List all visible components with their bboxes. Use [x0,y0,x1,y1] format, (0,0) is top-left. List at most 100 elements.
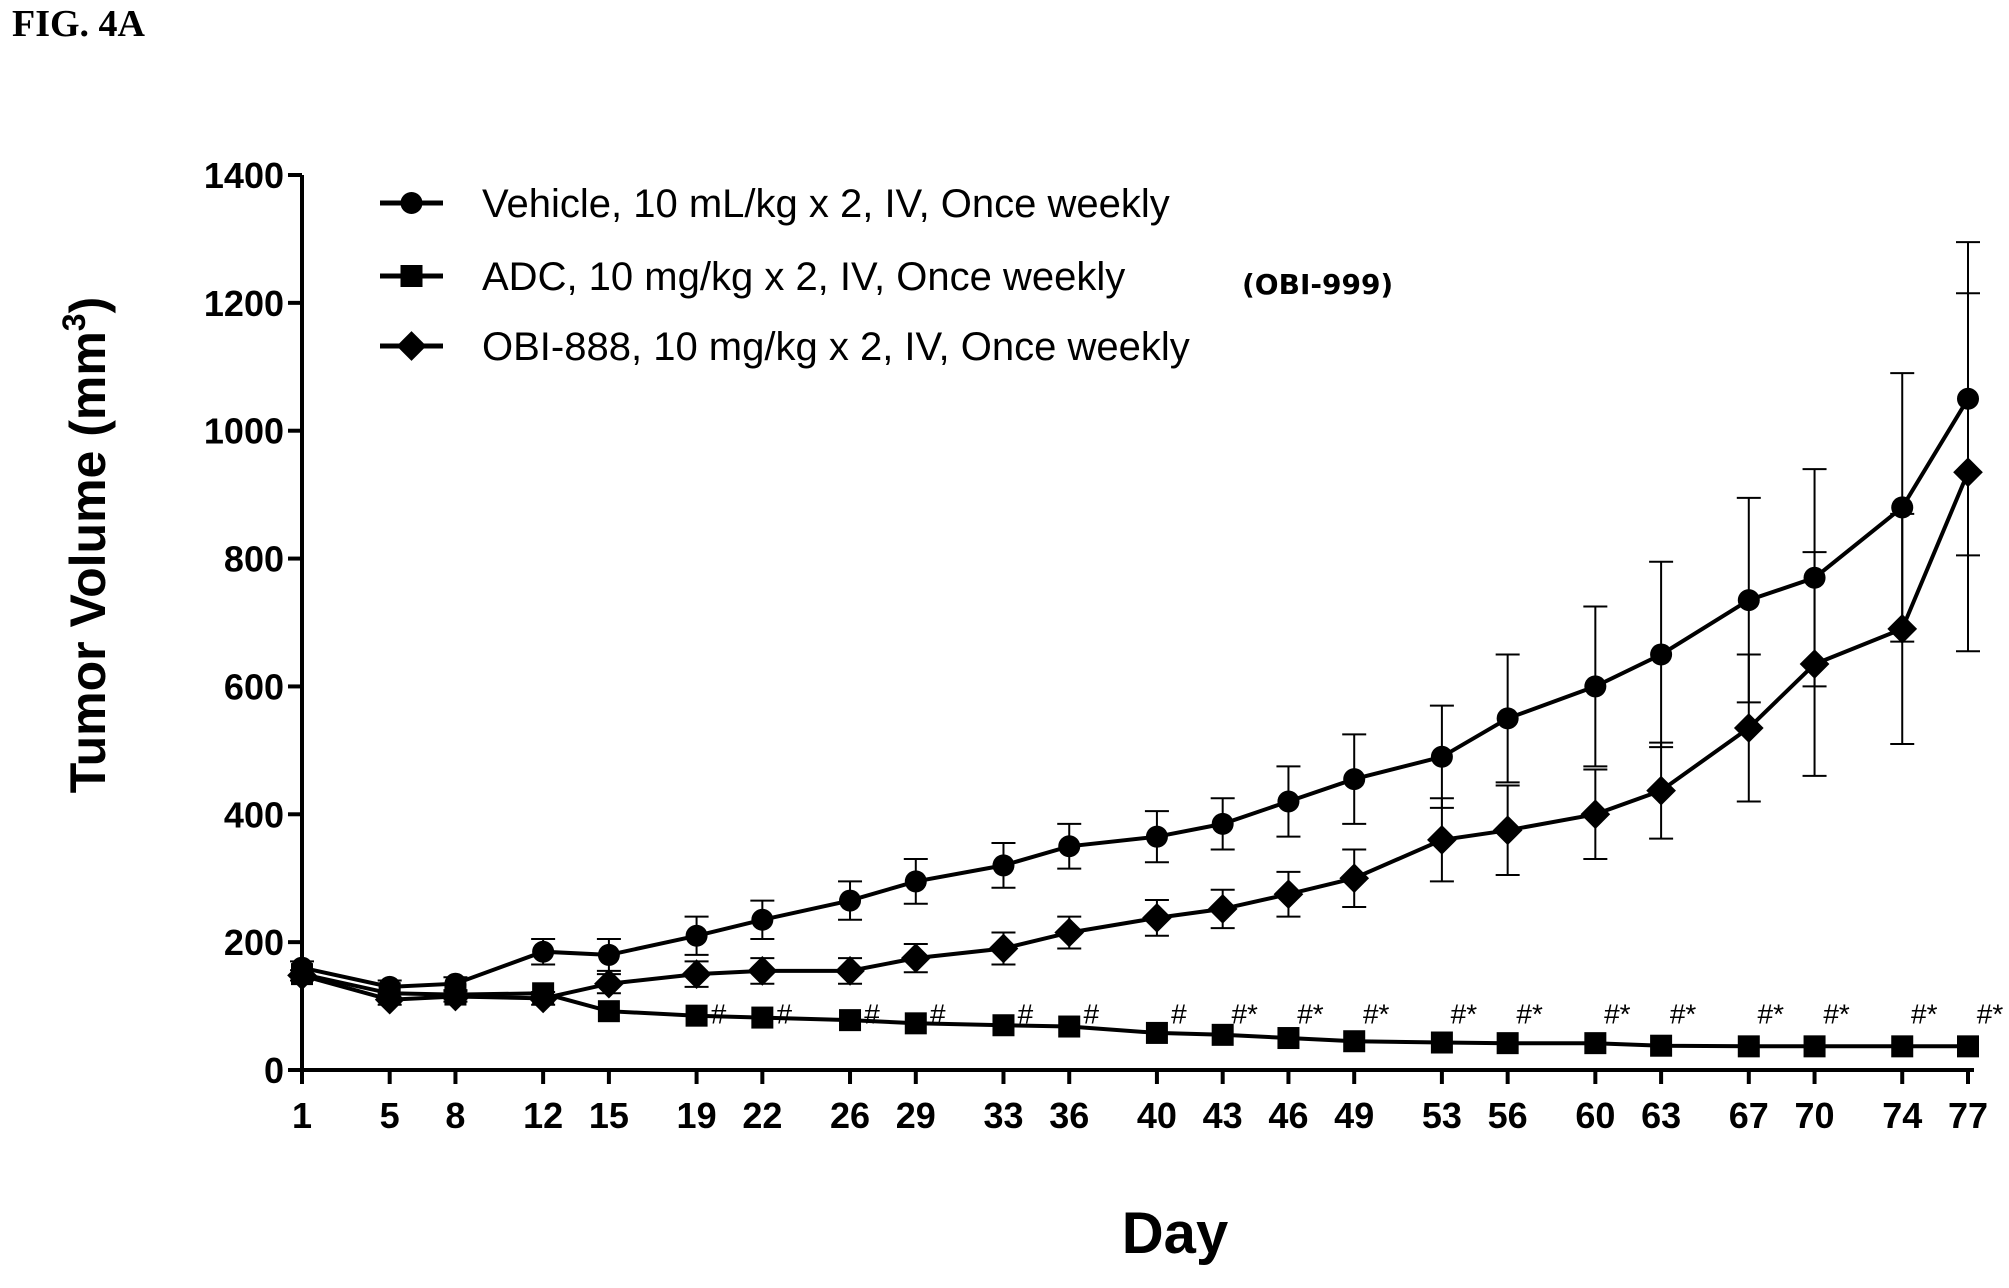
legend-label: ADC, 10 mg/kg x 2, IV, Once weekly [482,255,1125,299]
data-point-diamond [1339,863,1370,894]
x-tick-label: 33 [983,1095,1023,1136]
data-point-circle [992,854,1015,877]
data-point-circle [1737,589,1760,612]
data-point-diamond [1142,903,1172,933]
significance-annotation: #* [1297,999,1324,1030]
data-point-square [904,1012,927,1035]
data-point-diamond [1887,614,1918,644]
data-point-square [597,1000,620,1023]
data-point-square [1891,1035,1914,1058]
data-point-circle [685,924,708,947]
data-point-diamond [681,959,712,989]
data-point-circle [1211,812,1234,835]
data-point-diamond [988,933,1019,964]
data-point-diamond [1427,825,1457,855]
x-tick-label: 29 [896,1095,936,1136]
series-line-circle [301,397,1970,989]
significance-annotation: #* [1670,999,1697,1030]
y-axis-title: Tumor Volume (mm3) [56,297,116,794]
data-point-diamond [1799,649,1830,679]
data-point-square [1277,1027,1300,1050]
x-tick-label: 46 [1268,1095,1308,1136]
series-line-diamond [301,471,1970,1002]
legend-marker-circle [400,192,423,214]
legend-label: OBI-888, 10 mg/kg x 2, IV, Once weekly [482,325,1190,369]
y-tick-label: 1200 [204,283,284,324]
x-tick-label: 60 [1575,1095,1615,1136]
x-tick-label: 77 [1948,1095,1988,1136]
x-tick-label: 67 [1729,1095,1769,1136]
x-axis-title: Day [1122,1201,1228,1266]
x-tick-label: 8 [445,1095,465,1136]
significance-annotation: #* [1604,999,1631,1030]
data-point-square [1496,1032,1519,1055]
x-tick-label: 49 [1334,1095,1374,1136]
x-tick-label: 74 [1882,1095,1922,1136]
data-point-diamond [1580,799,1611,830]
y-tick-label: 600 [224,666,284,707]
data-point-square [1430,1031,1453,1054]
data-point-diamond [1733,713,1764,743]
data-point-circle [1650,643,1673,666]
data-point-diamond [287,960,317,991]
legend-label: Vehicle, 10 mL/kg x 2, IV, Once weekly [482,182,1170,226]
significance-annotation: # [1171,999,1187,1030]
data-point-diamond [1054,917,1085,948]
significance-annotation: # [864,999,880,1030]
data-point-circle [1430,745,1453,768]
x-tick-label: 53 [1422,1095,1462,1136]
significance-annotation: # [1083,999,1099,1030]
y-axis-title-close: ) [60,297,116,314]
data-point-diamond [835,956,865,986]
data-point-square [1803,1035,1826,1058]
x-tick-label: 12 [523,1095,563,1136]
significance-annotation: #* [1977,999,2004,1030]
significance-annotation: #* [1758,999,1785,1030]
significance-annotation: # [711,999,727,1030]
data-point-circle [1058,835,1081,858]
data-point-diamond [1273,879,1304,910]
data-point-square [1650,1034,1673,1057]
data-point-circle [1584,675,1607,698]
data-point-circle [1496,707,1519,730]
data-point-square [1343,1030,1366,1053]
x-tick-label: 63 [1641,1095,1681,1136]
x-tick-label: 36 [1049,1095,1089,1136]
y-axis-title-main: Tumor Volume (mm [60,331,116,793]
significance-annotation: #* [1516,999,1543,1030]
data-point-diamond [528,983,558,1014]
y-tick-label: 200 [224,922,284,963]
data-point-circle [839,889,862,912]
data-point-circle [751,908,774,931]
y-axis-title-superscript: 3 [56,313,92,331]
data-point-square [1957,1035,1979,1058]
y-tick-label: 0 [264,1050,284,1091]
data-point-circle [532,940,555,963]
y-tick-label: 800 [224,539,284,580]
data-point-square [1584,1032,1607,1055]
series-layer [287,241,1983,1058]
data-point-circle [597,943,620,966]
y-tick-label: 400 [224,794,284,835]
x-tick-label: 5 [380,1095,400,1136]
data-point-circle [1343,768,1366,791]
legend: Vehicle, 10 mL/kg x 2, IV, Once weekly AD… [380,182,1393,369]
x-tick-label: 19 [677,1095,717,1136]
data-point-square [1737,1035,1760,1058]
x-tick-label: 15 [589,1095,629,1136]
data-point-square [1058,1015,1081,1038]
data-point-diamond [900,943,931,973]
data-point-diamond [747,956,778,986]
significance-annotation: #* [1451,999,1478,1030]
legend-marker-square [400,265,423,287]
data-point-diamond [1207,894,1238,924]
x-tick-label: 56 [1488,1095,1528,1136]
data-point-diamond [594,968,624,999]
x-tick-label: 1 [292,1095,312,1136]
data-point-circle [1277,790,1300,813]
data-point-diamond [1953,457,1983,488]
x-tick-label: 26 [830,1095,870,1136]
x-tick-label: 22 [742,1095,782,1136]
data-point-square [1211,1023,1234,1046]
x-tick-label: 70 [1795,1095,1835,1136]
